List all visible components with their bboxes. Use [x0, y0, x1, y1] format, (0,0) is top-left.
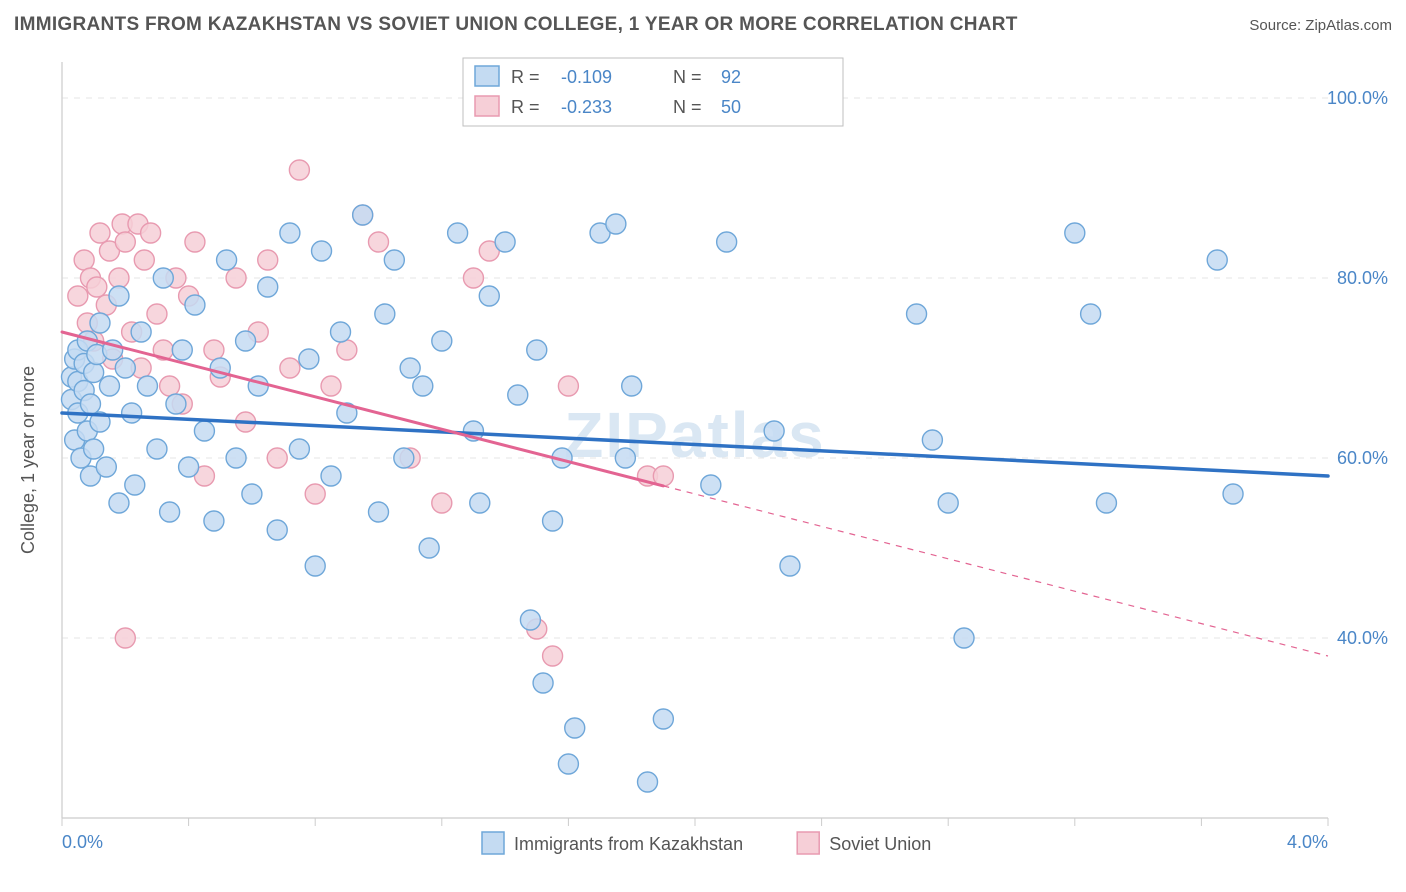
chart-header: IMMIGRANTS FROM KAZAKHSTAN VS SOVIET UNI… [14, 14, 1392, 36]
svg-text:0.0%: 0.0% [62, 832, 103, 852]
svg-text:50: 50 [721, 97, 741, 117]
svg-text:Soviet Union: Soviet Union [829, 834, 931, 854]
svg-text:N =: N = [673, 67, 702, 87]
svg-text:92: 92 [721, 67, 741, 87]
svg-text:Immigrants from Kazakhstan: Immigrants from Kazakhstan [514, 834, 743, 854]
svg-text:60.0%: 60.0% [1337, 448, 1388, 468]
correlation-scatter-chart: ZIPatlas 40.0% 60.0% 80.0% 100.0% 0.0% 4.0% Col… [8, 50, 1398, 884]
svg-text:-0.233: -0.233 [561, 97, 612, 117]
svg-text:College, 1 year or more: College, 1 year or more [18, 366, 38, 554]
chart-container: ZIPatlas 40.0% 60.0% 80.0% 100.0% 0.0% 4.0% Col… [8, 50, 1398, 884]
svg-text:R =: R = [511, 67, 540, 87]
svg-text:40.0%: 40.0% [1337, 628, 1388, 648]
source-label: Source: [1249, 17, 1305, 34]
chart-title: IMMIGRANTS FROM KAZAKHSTAN VS SOVIET UNI… [14, 14, 1018, 36]
svg-text:4.0%: 4.0% [1287, 832, 1328, 852]
svg-text:N =: N = [673, 97, 702, 117]
chart-source: Source: ZipAtlas.com [1249, 17, 1392, 34]
svg-text:100.0%: 100.0% [1327, 88, 1388, 108]
svg-text:-0.109: -0.109 [561, 67, 612, 87]
svg-text:80.0%: 80.0% [1337, 268, 1388, 288]
svg-text:R =: R = [511, 97, 540, 117]
source-name: ZipAtlas.com [1305, 17, 1392, 34]
svg-text:ZIPatlas: ZIPatlas [564, 399, 825, 471]
